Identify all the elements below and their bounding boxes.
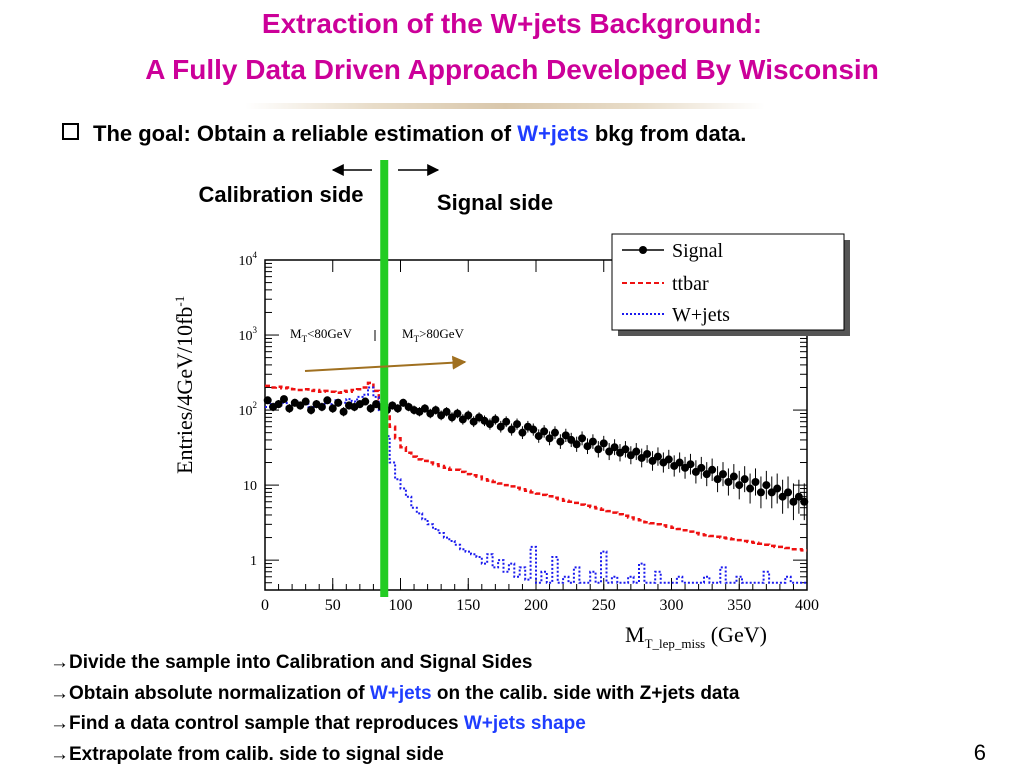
signal-data-point — [529, 426, 537, 434]
signal-data-point — [556, 438, 564, 446]
y-tick-label: 103 — [239, 325, 258, 344]
signal-data-point — [280, 395, 288, 403]
signal-data-point — [323, 396, 331, 404]
x-tick-label: 150 — [456, 597, 480, 614]
x-tick-label: 350 — [727, 597, 751, 614]
region-left-label: MT<80GeV — [290, 326, 353, 344]
signal-data-point — [573, 440, 581, 448]
signal-data-point — [762, 481, 770, 489]
legend: Signal ttbar W+jets — [612, 234, 850, 336]
bullet-text: Divide the sample into Calibration and S… — [69, 652, 532, 673]
bullet-tail: on the calib. side with Z+jets data — [432, 683, 740, 704]
signal-data-point — [302, 398, 310, 406]
signal-data-point — [665, 455, 673, 463]
signal-data-point — [361, 398, 369, 406]
legend-wjets: W+jets — [672, 304, 730, 326]
region-right-label: MT>80GeV — [402, 326, 465, 344]
signal-data-point — [594, 445, 602, 453]
x-tick-label: 50 — [325, 597, 341, 614]
signal-data-point — [719, 470, 727, 478]
signal-data-point — [752, 478, 760, 486]
page-number: 6 — [974, 740, 986, 766]
bullet-item: →Divide the sample into Calibration and … — [50, 648, 739, 679]
signal-data-point — [686, 460, 694, 468]
bullet-list: →Divide the sample into Calibration and … — [50, 648, 739, 770]
bullet-item: →Extrapolate from calib. side to signal … — [50, 740, 739, 770]
signal-data-point — [318, 403, 326, 411]
x-tick-label: 0 — [261, 597, 269, 614]
signal-data-point — [643, 450, 651, 458]
signal-data-point — [491, 415, 499, 423]
x-tick-label: 400 — [795, 597, 819, 614]
arrow-bullet-icon: → — [50, 652, 69, 673]
signal-data-point — [621, 445, 629, 453]
signal-data-point — [589, 438, 597, 446]
signal-data-point — [746, 485, 754, 493]
bullet-item: →Obtain absolute normalization of W+jets… — [50, 679, 739, 710]
x-tick-label: 100 — [389, 597, 413, 614]
signal-data-point — [513, 420, 521, 428]
cut-line — [380, 160, 388, 597]
bullet-text: Extrapolate from calib. side to signal s… — [69, 744, 444, 765]
signal-data-point — [600, 439, 608, 447]
x-tick-label: 300 — [660, 597, 684, 614]
x-tick-label: 200 — [524, 597, 548, 614]
signal-data-point — [730, 473, 738, 481]
signal-data-point — [697, 464, 705, 472]
signal-data-point — [264, 396, 272, 404]
legend-signal: Signal — [672, 240, 724, 262]
bullet-text: Find a data control sample that reproduc… — [69, 713, 464, 734]
x-axis-label: MT_lep_miss (GeV) — [625, 622, 767, 651]
signal-data-point — [502, 418, 510, 426]
arrow-bullet-icon: → — [50, 713, 69, 734]
y-tick-label: 102 — [239, 400, 258, 419]
wjets-histogram — [265, 388, 807, 583]
legend-signal-marker — [639, 246, 647, 254]
arrow-bullet-icon: → — [50, 744, 69, 765]
legend-ttbar: ttbar — [672, 273, 709, 295]
signal-data-point — [708, 466, 716, 474]
signal-data-point — [654, 453, 662, 461]
signal-data-point — [757, 488, 765, 496]
y-tick-label: 1 — [250, 554, 257, 569]
signal-data-point — [800, 498, 808, 506]
y-tick-label: 104 — [239, 250, 258, 269]
y-tick-label: 10 — [243, 479, 257, 494]
signal-data-point — [340, 408, 348, 416]
signal-data-point — [784, 488, 792, 496]
signal-data-point — [334, 399, 342, 407]
y-axis-label: Entries/4GeV/10fb-1 — [172, 296, 197, 474]
signal-data-point — [464, 411, 472, 419]
signal-data-point — [518, 429, 526, 437]
x-tick-label: 250 — [592, 597, 616, 614]
bullet-text: Obtain absolute normalization of — [69, 683, 370, 704]
signal-data-point — [741, 475, 749, 483]
signal-data-point — [307, 406, 315, 414]
bullet-highlight: W+jets — [370, 683, 432, 704]
signal-data-point — [773, 485, 781, 493]
bullet-item: →Find a data control sample that reprodu… — [50, 709, 739, 740]
signal-data-point — [578, 434, 586, 442]
signal-data-point — [453, 410, 461, 418]
signal-data-point — [551, 429, 559, 437]
signal-data-point — [735, 481, 743, 489]
signal-data-point — [632, 448, 640, 456]
signal-data-point — [540, 427, 548, 435]
arrow-bullet-icon: → — [50, 683, 69, 704]
bullet-highlight: W+jets shape — [464, 713, 586, 734]
